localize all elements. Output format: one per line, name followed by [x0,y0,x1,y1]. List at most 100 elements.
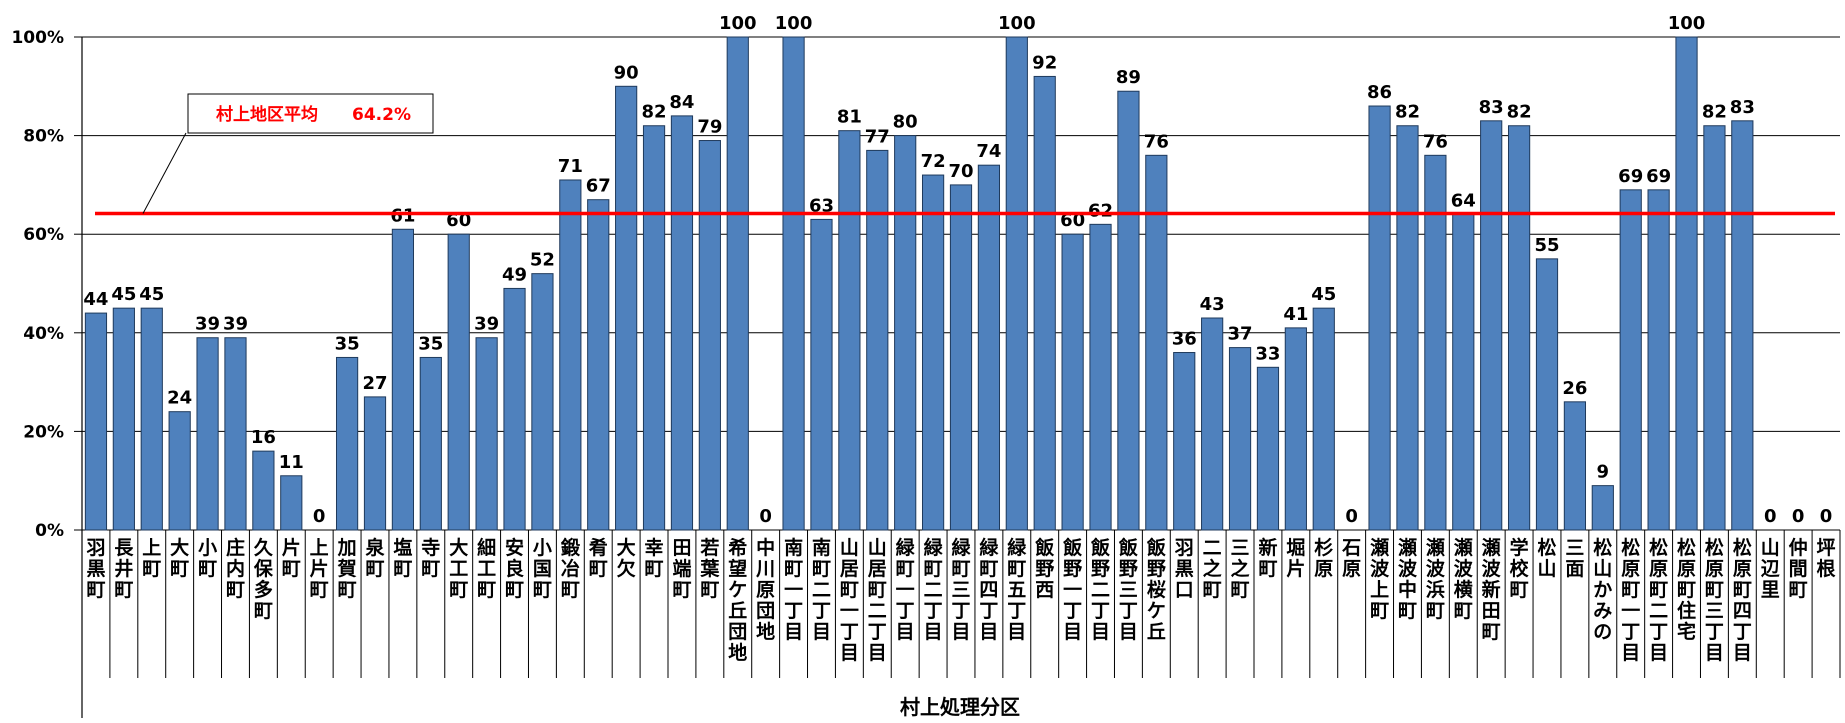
data-label: 0 [1345,506,1358,527]
bar [419,356,442,531]
data-label: 92 [1032,52,1057,73]
data-label: 63 [809,195,834,216]
category-label: 寺町 [421,537,440,580]
category-label: 長井町 [114,537,134,601]
x-category-labels: 羽黒町長井町上町大町小町庄内町久保多町片町上片町加賀町泉町塩町寺町大工町細工町安… [81,530,1841,678]
bar [1033,75,1056,531]
bar [1731,120,1754,531]
data-label: 81 [837,107,862,128]
category-label: 坪根 [1817,537,1836,580]
bar [391,228,415,531]
data-label: 100 [998,13,1036,34]
data-label: 41 [1283,304,1308,325]
category-label: 泉町 [364,536,385,580]
category-label: 小国町 [533,537,552,601]
data-label: 33 [1255,343,1280,364]
data-label: 24 [167,388,192,409]
category-label: 松山かみの [1593,536,1612,643]
data-label: 61 [390,205,415,226]
category-label: 上片町 [310,537,329,601]
y-tick-label: 60% [23,225,64,245]
data-label: 71 [558,156,583,177]
category-label: 飯野一丁目 [1062,536,1082,643]
bar [1368,105,1391,531]
category-label: 松原町四丁目 [1733,536,1752,664]
category-label: 飯野二丁目 [1090,536,1110,643]
data-label: 44 [83,289,108,310]
bar [1647,189,1670,531]
bar [252,450,275,531]
category-label: 羽黒口 [1175,537,1194,601]
data-label: 62 [1088,200,1113,221]
category-label: 上町 [142,537,161,580]
bar [280,475,303,531]
bar [224,337,247,531]
bar [531,273,554,531]
data-label: 72 [921,151,946,172]
category-label: 瀬波中町 [1398,537,1418,622]
category-label: 瀬波浜町 [1426,537,1446,622]
data-label: 83 [1730,97,1755,118]
data-label: 82 [1395,102,1420,123]
bar [112,307,135,531]
category-label: 片町 [282,536,301,580]
data-label: 26 [1562,378,1587,399]
bar [642,125,666,531]
data-label: 9 [1597,462,1610,483]
data-label: 80 [893,112,918,133]
category-label: 松原町住宅 [1677,536,1696,643]
x-axis-title: 村上処理分区 [900,695,1020,719]
data-label: 36 [1172,329,1197,350]
data-label: 67 [586,176,611,197]
category-label: 飯野三丁目 [1118,536,1138,643]
data-label: 82 [642,102,667,123]
data-label: 69 [1618,166,1643,187]
bar [335,356,359,531]
bar [559,179,582,531]
bar [810,218,833,531]
category-label: 庄内町 [226,536,245,601]
bar [1396,125,1419,531]
category-label: 南町二丁目 [812,537,831,643]
data-label: 45 [139,284,164,305]
y-tick-label: 20% [23,422,64,442]
category-label: 中川原団地 [755,536,775,643]
data-label: 45 [111,284,136,305]
data-label: 64 [1451,190,1476,211]
bar [84,312,108,531]
bar [1173,352,1196,531]
category-label: 緑町一丁目 [896,536,916,643]
data-label: 39 [195,314,220,335]
average-label: 村上地区平均 [216,104,318,125]
bar [1089,223,1112,531]
category-label: 緑町二丁目 [924,536,944,643]
bar [949,184,973,531]
category-label: 大工町 [449,536,468,601]
data-label: 0 [1792,506,1805,527]
category-label: 飯野桜ケ丘 [1146,536,1166,643]
data-label: 69 [1646,166,1671,187]
data-label: 100 [1668,13,1706,34]
data-label: 52 [530,250,555,271]
data-label: 0 [313,506,326,527]
bar [921,174,945,531]
data-label: 45 [1311,284,1336,305]
data-label: 83 [1479,97,1504,118]
category-label: 希望ケ丘団地 [728,536,747,664]
bar [1145,154,1168,531]
data-label: 0 [759,506,772,527]
data-label: 100 [719,13,757,34]
bar [1675,36,1698,531]
category-label: 瀬波新田町 [1482,537,1502,643]
category-label: 緑町五丁目 [1007,536,1027,643]
category-label: 杉原 [1314,536,1333,580]
bars [84,36,1754,531]
bar [1117,90,1140,531]
category-label: 緑町四丁目 [979,536,999,643]
data-label: 37 [1228,324,1253,345]
category-label: 久保多町 [253,536,274,622]
category-label: 山辺里 [1761,537,1780,601]
y-tick-label: 80% [23,127,64,147]
category-label: 松原町三丁目 [1705,536,1724,664]
